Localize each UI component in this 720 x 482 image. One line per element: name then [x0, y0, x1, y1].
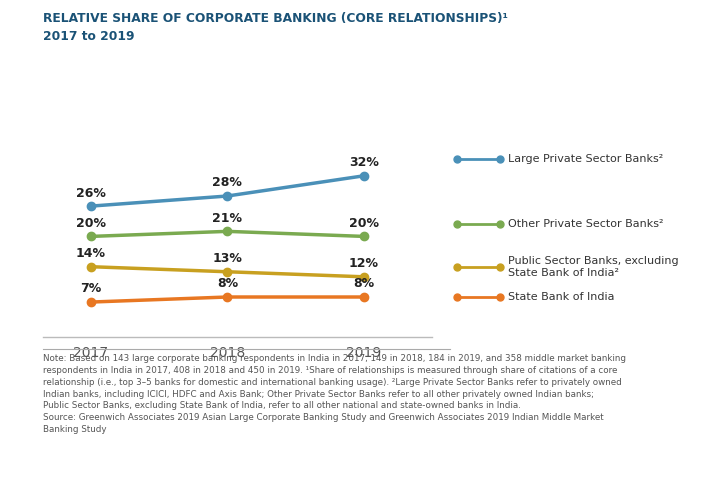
- Text: 7%: 7%: [81, 282, 102, 295]
- Text: 26%: 26%: [76, 187, 106, 200]
- Text: 21%: 21%: [212, 212, 243, 225]
- Text: 2017 to 2019: 2017 to 2019: [43, 30, 135, 43]
- Text: 32%: 32%: [349, 156, 379, 169]
- Text: 8%: 8%: [217, 278, 238, 291]
- Text: 8%: 8%: [354, 278, 374, 291]
- Text: 20%: 20%: [76, 217, 106, 230]
- Text: 20%: 20%: [348, 217, 379, 230]
- Text: 28%: 28%: [212, 176, 243, 189]
- Text: 13%: 13%: [212, 252, 243, 265]
- Text: Large Private Sector Banks²: Large Private Sector Banks²: [508, 154, 663, 164]
- Text: RELATIVE SHARE OF CORPORATE BANKING (CORE RELATIONSHIPS)¹: RELATIVE SHARE OF CORPORATE BANKING (COR…: [43, 12, 508, 25]
- Text: State Bank of India: State Bank of India: [508, 292, 614, 302]
- Text: 14%: 14%: [76, 247, 106, 260]
- Text: Other Private Sector Banks²: Other Private Sector Banks²: [508, 219, 663, 229]
- Text: Public Sector Banks, excluding
State Bank of India²: Public Sector Banks, excluding State Ban…: [508, 256, 678, 278]
- Text: 12%: 12%: [348, 257, 379, 270]
- Text: Note: Based on 143 large corporate banking respondents in India in 2017, 149 in : Note: Based on 143 large corporate banki…: [43, 354, 626, 434]
